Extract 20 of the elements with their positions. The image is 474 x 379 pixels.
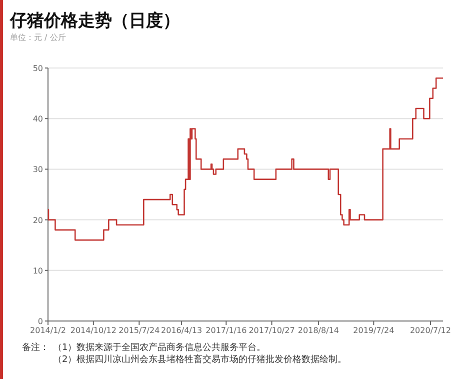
annotation: 备注： (22, 343, 49, 353)
x-tick-label: 2017/1/16 (206, 326, 247, 335)
y-tick-label: 0 (38, 317, 43, 326)
y-tick-label: 40 (32, 114, 43, 124)
annotation: （1）数据来源于全国农产品商务信息公共服务平台。 (53, 343, 266, 353)
y-tick-label: 10 (32, 266, 43, 276)
title: 仔猪价格走势（日度） (10, 11, 180, 31)
subtitle: 单位：元 / 公斤 (10, 33, 66, 42)
x-tick-label: 2014/10/12 (70, 326, 116, 335)
x-tick-label: 2014/1/2 (30, 326, 66, 335)
x-tick-label: 2016/4/13 (161, 326, 202, 335)
x-tick-label: 2015/7/24 (118, 326, 160, 335)
x-tick-label: 2017/10/27 (248, 326, 295, 335)
x-tick-label: 2020/7/12 (410, 326, 451, 335)
y-tick-label: 50 (32, 64, 43, 73)
y-tick-label: 20 (32, 216, 43, 225)
x-tick-label: 2019/7/24 (353, 326, 394, 335)
y-tick-label: 30 (32, 165, 43, 174)
annotation: （2）根据四川凉山州会东县堵格牲畜交易市场的仔猪批发价格数据绘制。 (53, 355, 347, 365)
x-tick-label: 2018/8/14 (298, 326, 339, 335)
